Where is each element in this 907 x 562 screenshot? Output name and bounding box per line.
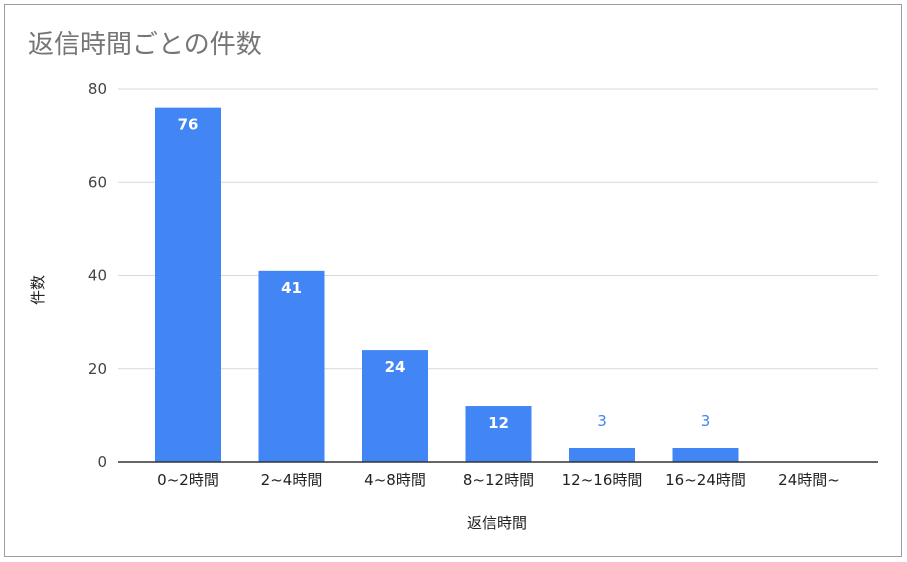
y-tick-label: 80 (88, 80, 107, 98)
bars (155, 107, 739, 463)
y-axis-title: 件数 (29, 275, 47, 305)
x-tick-label: 24時間~ (778, 471, 840, 489)
chart-frame (4, 4, 902, 557)
x-tick-label: 12~16時間 (562, 471, 643, 489)
data-label: 41 (281, 279, 302, 297)
x-tick-label: 2~4時間 (261, 471, 323, 489)
x-tick-label: 8~12時間 (463, 471, 534, 489)
bar (569, 448, 635, 462)
x-axis-title: 返信時間 (467, 514, 527, 532)
bar (258, 270, 325, 462)
bar (465, 406, 532, 462)
data-label: 3 (597, 412, 607, 430)
bar (155, 107, 221, 463)
data-labels: 76 41 24 12 3 3 (178, 116, 711, 432)
bar (672, 448, 739, 462)
data-label: 76 (178, 116, 199, 134)
x-tick-label: 16~24時間 (665, 471, 746, 489)
y-tick-labels: 0 20 40 60 80 (88, 80, 107, 471)
data-label: 12 (488, 414, 509, 432)
data-label: 3 (701, 412, 711, 430)
data-label: 24 (385, 358, 406, 376)
y-tick-label: 20 (88, 360, 107, 378)
chart-title: 返信時間ごとの件数 (28, 30, 262, 60)
x-tick-label: 4~8時間 (364, 471, 426, 489)
y-tick-label: 60 (88, 173, 107, 191)
x-tick-labels: 0~2時間 2~4時間 4~8時間 8~12時間 12~16時間 16~24時間 24時間~ (157, 471, 840, 489)
gridlines (118, 88, 878, 370)
bar (362, 350, 428, 462)
x-tick-label: 0~2時間 (157, 471, 219, 489)
y-tick-label: 40 (88, 267, 107, 285)
y-tick-label: 0 (97, 453, 107, 471)
